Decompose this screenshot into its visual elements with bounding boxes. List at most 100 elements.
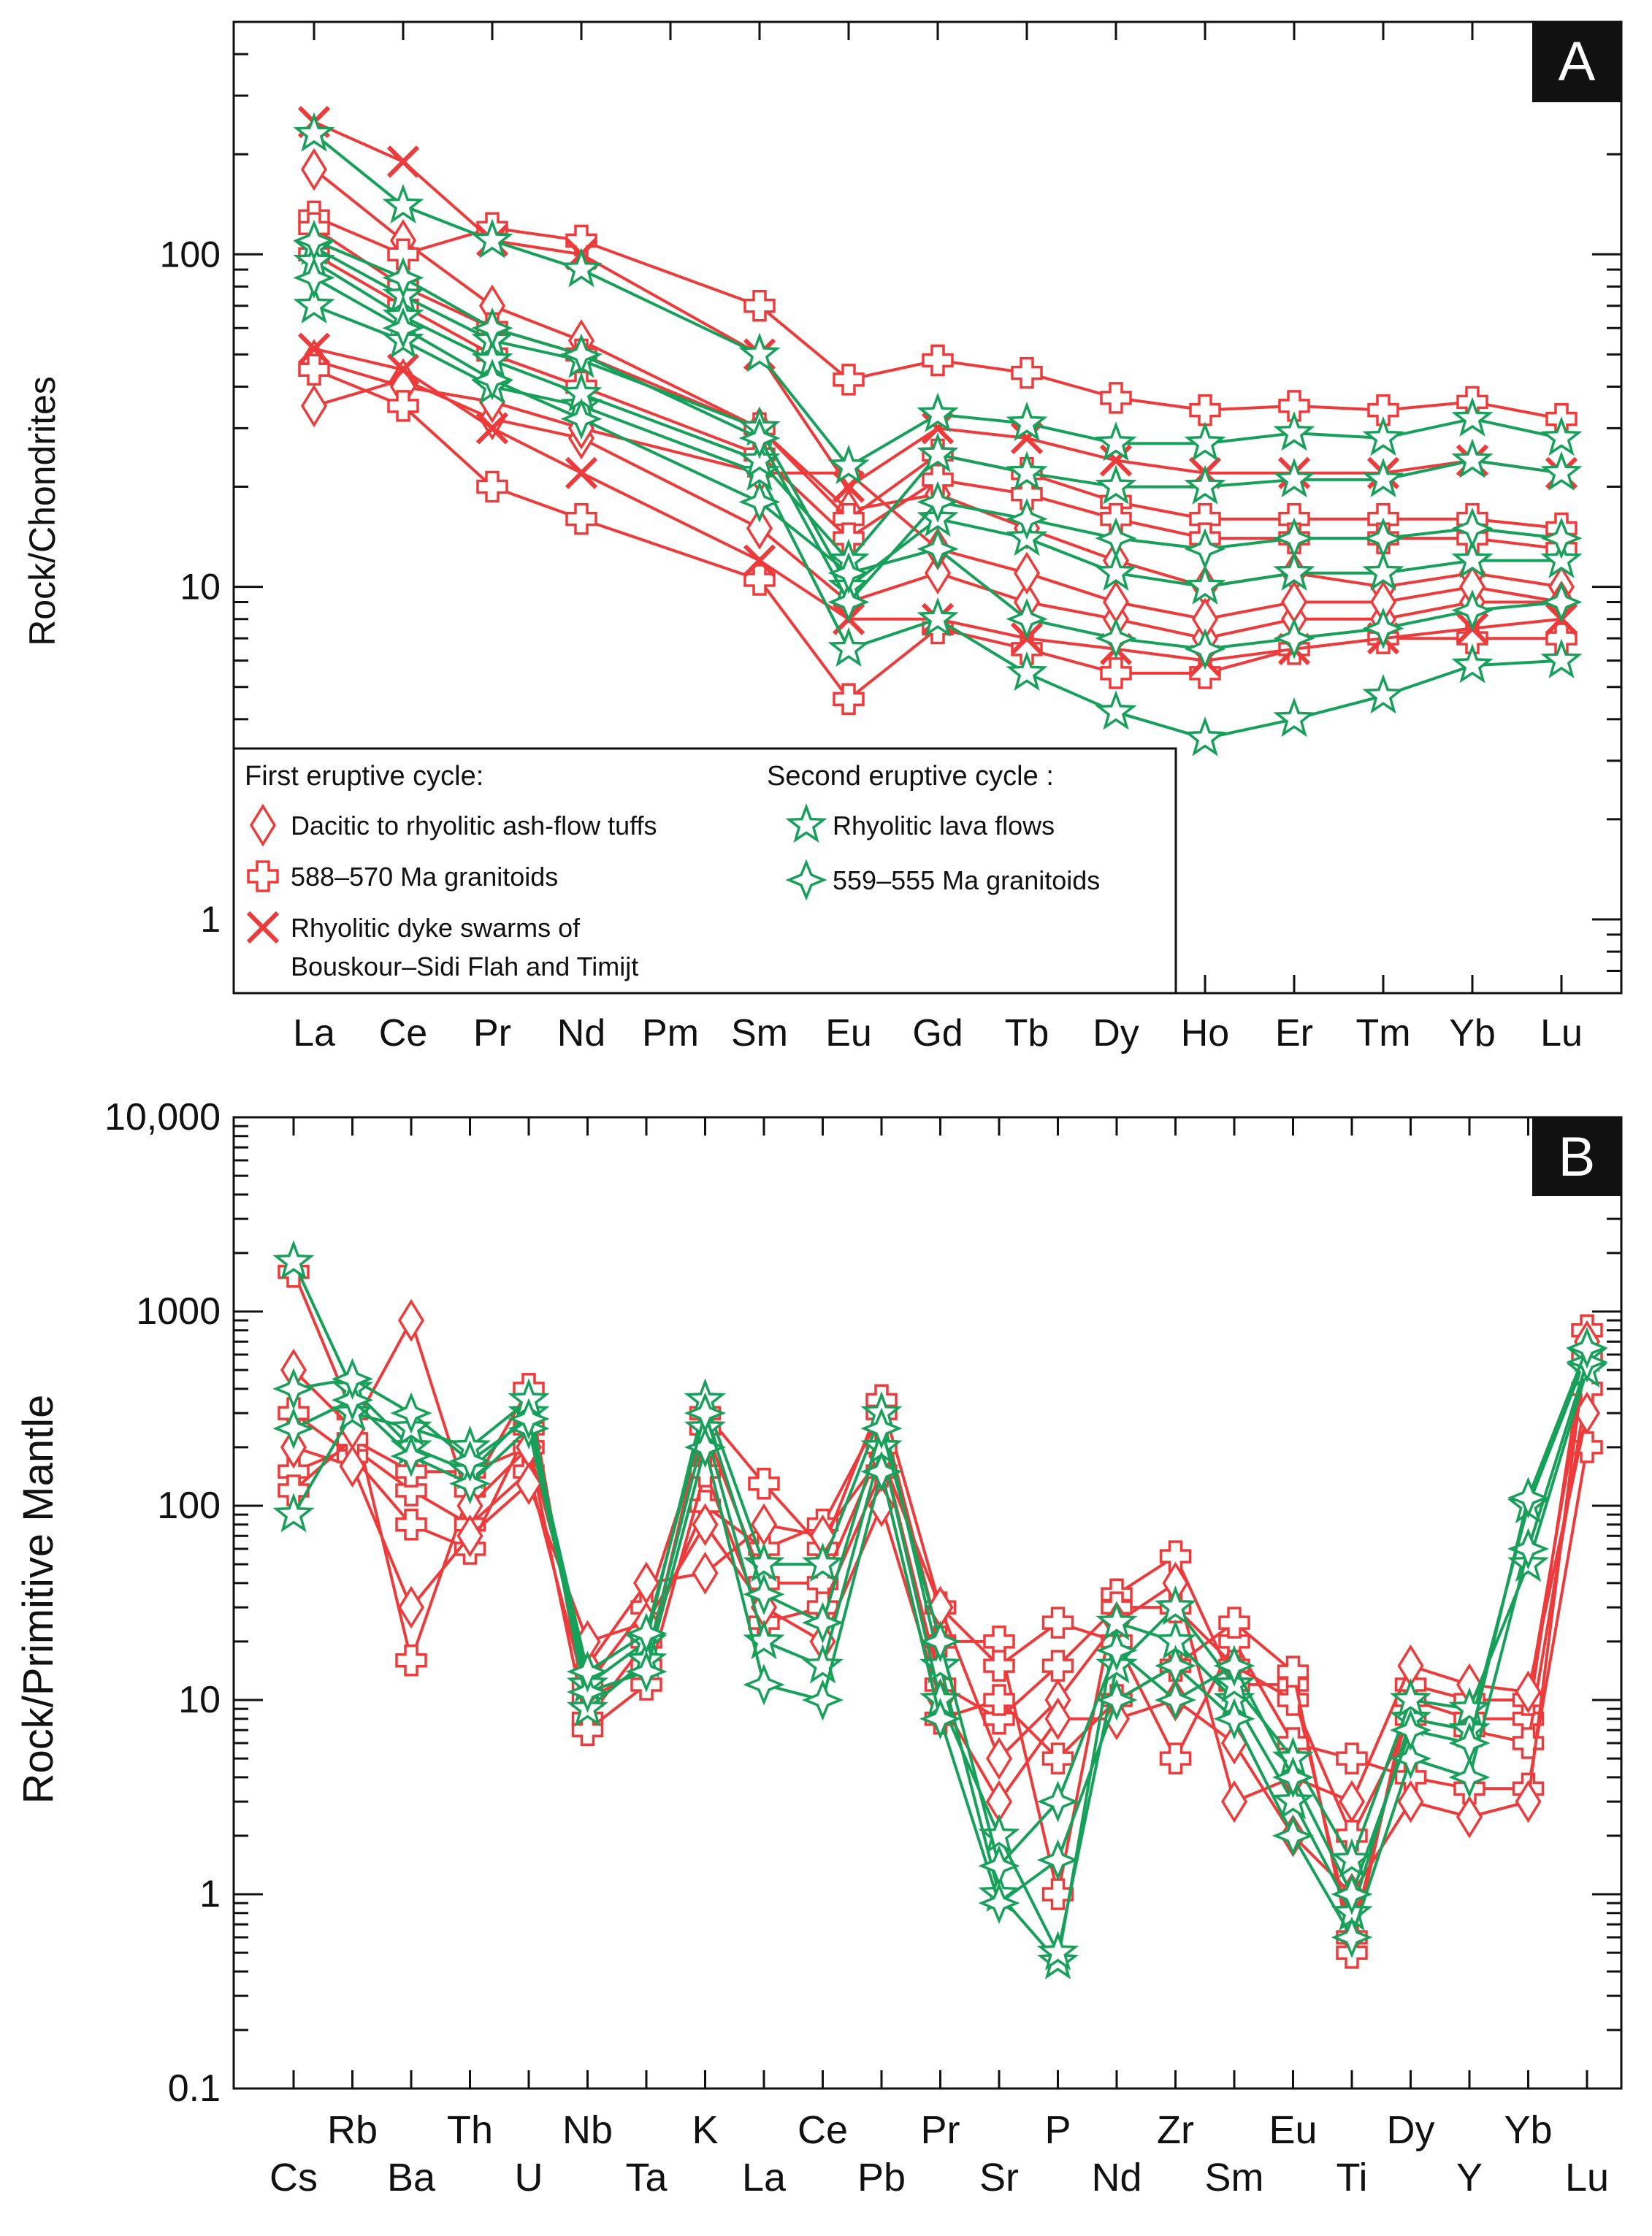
data-point-plusdiamond (1036, 1839, 1079, 1881)
series-plusdiamond-9 (272, 1327, 1608, 1915)
data-point-plus (833, 364, 865, 396)
y-tick-label: 1 (199, 1873, 221, 1915)
data-point-star (1273, 697, 1315, 738)
x-tick-label-p: P (1044, 2108, 1071, 2152)
panel-a-badge-label: A (1559, 31, 1596, 93)
series-plusdiamond-8 (272, 1341, 1608, 1959)
data-point-star (827, 627, 870, 667)
data-point-plusdiamond (1448, 1722, 1491, 1764)
panel-a-x-tick-labels: La Ce Pr Nd Pm Sm Eu Gd Tb Dy Ho Er Tm Yb Lu (293, 1012, 1583, 1054)
data-point-plusdiamond (331, 1358, 374, 1400)
x-tick-label-pm: Pm (642, 1012, 699, 1054)
series-line (313, 133, 1562, 469)
series-line (313, 347, 1562, 662)
legend-second-cycle-title: Second eruptive cycle : (767, 761, 1054, 792)
data-point-plusdiamond (560, 333, 603, 375)
data-point-plus (1041, 1607, 1074, 1639)
x-tick-label-pb: Pb (857, 2156, 906, 2199)
data-point-diamond (1515, 1670, 1542, 1714)
data-point-plus (1011, 356, 1043, 389)
data-point-plusdiamond (1362, 517, 1404, 559)
data-point-plus (476, 470, 508, 503)
series-line (313, 245, 1561, 589)
x-tick-label-yb: Yb (1504, 2108, 1552, 2152)
data-point-plusdiamond (738, 480, 781, 523)
data-point-plusdiamond (560, 398, 603, 440)
panel-b-y-tick-labels: 0.1 1 10 100 1000 10,000 (104, 1096, 221, 2110)
data-point-plusdiamond (448, 1463, 492, 1505)
x-tick-label-rb: Rb (327, 2108, 378, 2152)
legend-marker-cross (246, 911, 280, 944)
x-tick-label-sm: Sm (731, 1012, 788, 1054)
data-point-diamond (692, 1551, 719, 1595)
data-point-plusdiamond (1184, 628, 1226, 670)
data-point-plus (1100, 657, 1132, 689)
panel-a-badge (1532, 22, 1621, 102)
x-tick-label-eu: Eu (825, 1012, 872, 1054)
data-point-plus (1041, 1650, 1074, 1682)
data-point-plusdiamond (801, 1601, 844, 1644)
data-point-star (560, 248, 603, 288)
data-point-plusdiamond (1540, 581, 1583, 624)
x-tick-label-tm: Tm (1355, 1012, 1410, 1054)
data-point-plusdiamond (382, 256, 424, 299)
data-point-plusdiamond (1273, 617, 1315, 659)
data-point-plusdiamond (293, 256, 335, 299)
data-point-plusdiamond (1566, 1327, 1608, 1369)
data-point-star (738, 332, 781, 372)
series-diamond-5 (280, 1320, 1601, 1916)
data-point-plusdiamond (1540, 517, 1583, 559)
data-point-plus (1159, 1540, 1192, 1572)
data-point-star (917, 432, 959, 472)
y-tick-label: 1 (200, 899, 221, 940)
series-plus-3 (298, 200, 1578, 435)
data-point-plusdiamond (738, 417, 781, 459)
y-tick-label: 1000 (136, 1290, 221, 1333)
data-point-plusdiamond (382, 307, 424, 349)
x-tick-label-nd: Nd (557, 1012, 605, 1054)
x-tick-label-tb: Tb (1005, 1012, 1049, 1054)
data-point-cross (386, 353, 420, 386)
data-point-diamond (397, 1298, 425, 1342)
data-point-star (1389, 1677, 1432, 1718)
data-point-star (917, 392, 959, 432)
data-point-star (1362, 457, 1404, 498)
legend-first-cycle-title: First eruptive cycle: (245, 761, 483, 792)
data-point-star (1154, 1585, 1197, 1626)
y-tick-label: 10 (180, 567, 221, 608)
data-point-plusdiamond (625, 1612, 668, 1655)
data-point-plusdiamond (331, 1379, 374, 1421)
panel-a-legend: First eruptive cycle: Second eruptive cy… (232, 747, 1177, 995)
data-point-star (293, 112, 335, 152)
data-point-plus (395, 1509, 427, 1541)
data-point-plusdiamond (743, 1573, 785, 1615)
data-point-star (1184, 716, 1226, 757)
x-tick-label-cs: Cs (269, 2156, 318, 2199)
y-tick-label: 10,000 (104, 1096, 221, 1138)
data-point-plusdiamond (625, 1650, 668, 1693)
x-tick-label-zr: Zr (1157, 2108, 1194, 2152)
legend-marker-star (785, 803, 827, 843)
data-point-plusdiamond (1507, 1477, 1550, 1519)
legend-label-lava-flows: Rhyolitic lava flows (833, 811, 1055, 841)
data-point-plusdiamond (1273, 517, 1315, 559)
data-point-plus (743, 290, 776, 322)
data-point-star (272, 1240, 315, 1280)
y-tick-label: 10 (178, 1679, 221, 1721)
data-point-plus (1277, 1655, 1309, 1688)
series-line (313, 378, 1561, 640)
data-point-diamond (985, 1737, 1013, 1780)
panel-b-x-ticks (292, 1117, 1588, 2088)
data-point-star (1362, 416, 1404, 456)
x-tick-label-ho: Ho (1181, 1012, 1229, 1054)
data-point-plusdiamond (1271, 1815, 1315, 1857)
data-point-star (1273, 411, 1315, 451)
data-point-cross (565, 456, 598, 489)
data-point-plus (571, 1714, 604, 1746)
data-point-plusdiamond (1451, 507, 1494, 550)
data-point-plusdiamond (860, 1407, 903, 1450)
data-point-star (1006, 451, 1048, 491)
panel-a-y-tick-labels: 1 10 100 (160, 234, 221, 940)
data-point-star (382, 183, 424, 224)
data-point-star (827, 444, 870, 485)
